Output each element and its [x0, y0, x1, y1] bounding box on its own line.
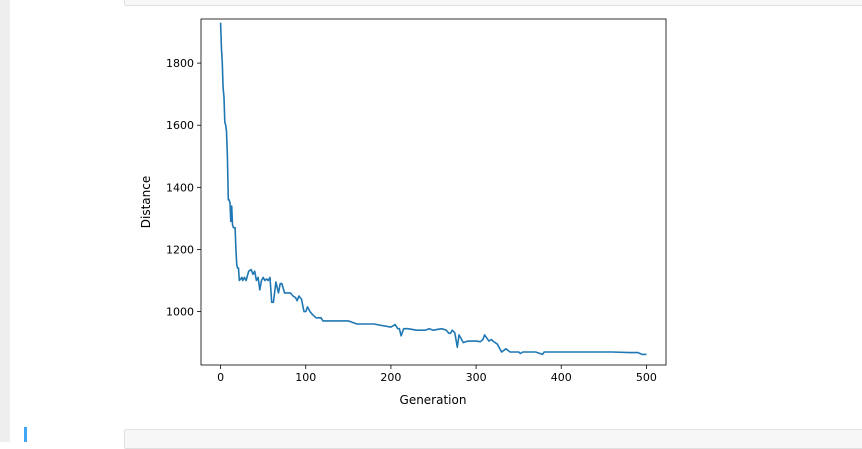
y-tick-label: 1600: [166, 119, 194, 132]
notebook-left-gutter: [0, 0, 10, 442]
selected-cell-marker: [24, 427, 27, 442]
y-axis-label: Distance: [139, 176, 153, 228]
x-tick-label: 500: [636, 371, 657, 384]
x-tick-label: 300: [466, 371, 487, 384]
x-tick-label: 200: [380, 371, 401, 384]
next-code-cell[interactable]: [124, 429, 862, 449]
y-tick-label: 1000: [166, 306, 194, 319]
y-ticks: 1000 1200 1400 1600 1800: [166, 57, 201, 319]
x-tick-label: 100: [295, 371, 316, 384]
line-chart: 0 100 200 300 400 500 1000 1200 1400 1600 1800 Ge…: [139, 18, 667, 407]
plot-frame: [200, 18, 667, 366]
y-tick-label: 1200: [166, 243, 194, 256]
y-tick-label: 1800: [166, 57, 194, 70]
cell-output-area: 0 100 200 300 400 500 1000 1200 1400 1600 1800 Ge…: [124, 8, 862, 424]
previous-code-cell[interactable]: [124, 0, 862, 6]
x-ticks: 0 100 200 300 400 500: [217, 365, 657, 384]
line-group: [219, 22, 647, 356]
series-line-0: [219, 22, 647, 356]
x-tick-label: 0: [217, 371, 224, 384]
x-axis-label: Generation: [400, 393, 467, 407]
x-tick-label: 400: [551, 371, 572, 384]
y-tick-label: 1400: [166, 181, 194, 194]
plot-frame-group: [200, 18, 667, 366]
